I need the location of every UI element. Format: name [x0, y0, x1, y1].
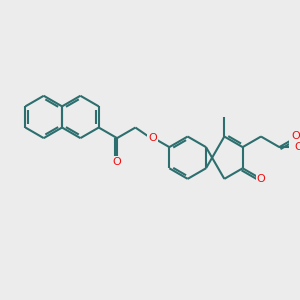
Text: O: O — [292, 131, 300, 141]
Text: O: O — [148, 133, 157, 143]
Text: O: O — [257, 174, 266, 184]
Text: O: O — [294, 142, 300, 152]
Text: O: O — [113, 157, 122, 167]
